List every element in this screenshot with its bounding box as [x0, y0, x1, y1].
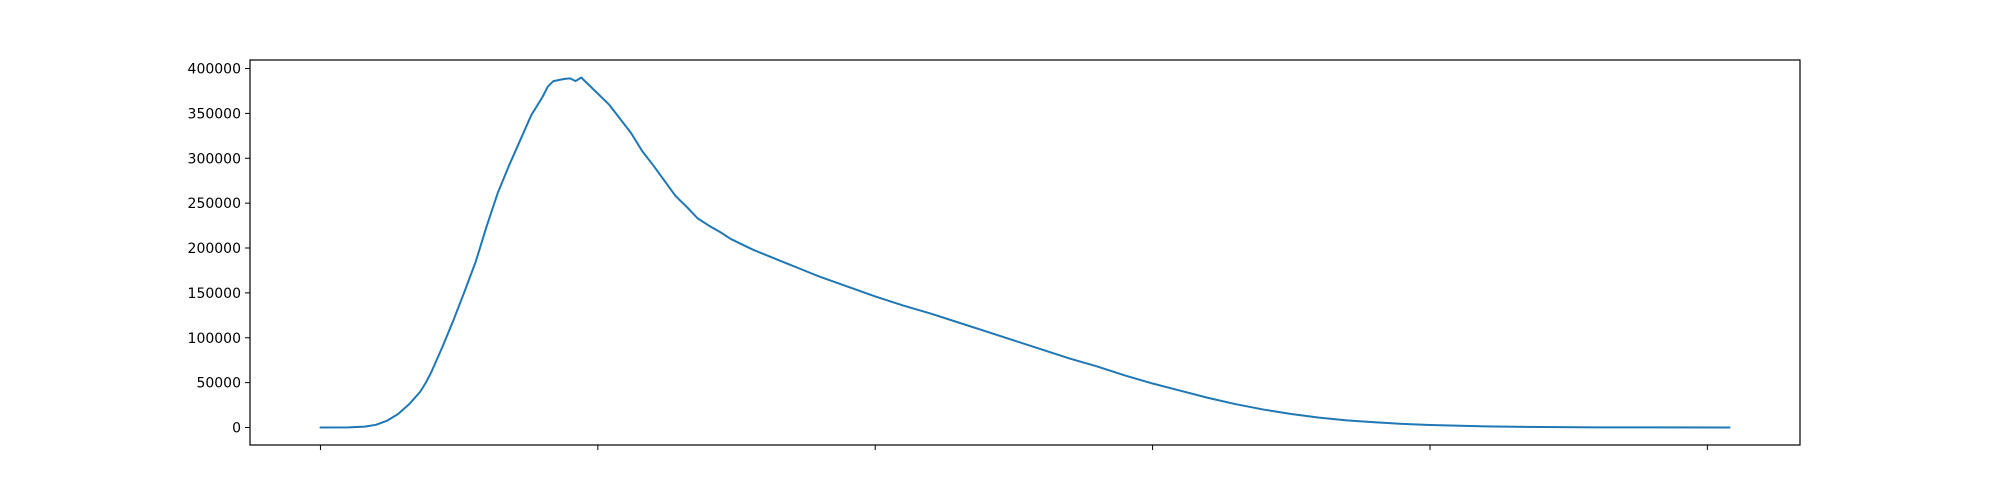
y-tick-label: 150000	[188, 286, 241, 302]
axes-layer	[249, 59, 1801, 446]
y-tick-label: 50000	[196, 376, 241, 392]
y-tick-label: 400000	[188, 62, 241, 78]
series-line	[319, 76, 1731, 429]
y-tick-label: 200000	[188, 241, 241, 257]
y-tick-label: 0	[232, 421, 241, 437]
y-tick-label: 250000	[188, 196, 241, 212]
plot-layer	[319, 76, 1731, 429]
y-tick-label: 350000	[188, 106, 241, 122]
tick-layer: 0 50000 100000 150000 200000 250000 300000 3500…	[188, 62, 1708, 450]
y-tick-label: 300000	[188, 151, 241, 167]
y-tick-label: 100000	[188, 331, 241, 347]
plot-frame	[249, 59, 1801, 446]
